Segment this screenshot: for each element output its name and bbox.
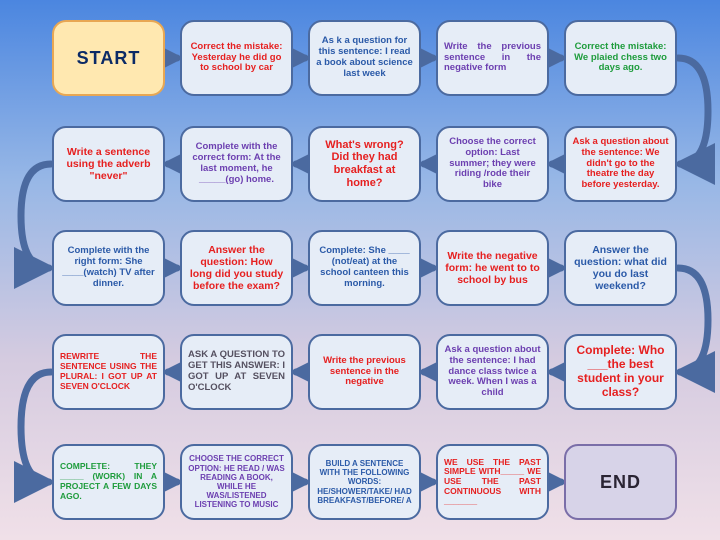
cell-r3c0: REWRITE THE SENTENCE USING THE PLURAL: I… [52, 334, 165, 410]
flowchart-board: STARTCorrect the mistake: Yesterday he d… [0, 0, 720, 540]
cell-r2c3: Write the negative form: he went to to s… [436, 230, 549, 306]
cell-r0c3: Write the previous sentence in the negat… [436, 20, 549, 96]
cell-r4c0: COMPLETE: THEY _____ (WORK) IN A PROJECT… [52, 444, 165, 520]
cell-r4c1: CHOOSE THE CORRECT OPTION: HE READ / WAS… [180, 444, 293, 520]
cell-r4c3: WE USE THE PAST SIMPLE WITH_____ WE USE … [436, 444, 549, 520]
cell-end: END [564, 444, 677, 520]
cell-r3c1: ASK A QUESTION TO GET THIS ANSWER: I GOT… [180, 334, 293, 410]
cell-r2c2: Complete: She ____ (not/eat) at the scho… [308, 230, 421, 306]
cell-r1c0: Write a sentence using the adverb "never… [52, 126, 165, 202]
cell-start: START [52, 20, 165, 96]
cell-r2c0: Complete with the right form: She ____(w… [52, 230, 165, 306]
cell-r3c4: Complete: Who ___the best student in you… [564, 334, 677, 410]
cell-r0c2: As k a question for this sentence: I rea… [308, 20, 421, 96]
cell-r1c1: Complete with the correct form: At the l… [180, 126, 293, 202]
cell-r2c4: Answer the question: what did you do las… [564, 230, 677, 306]
cell-r4c2: BUILD A SENTENCE WITH THE FOLLOWING WORD… [308, 444, 421, 520]
cell-r3c3: Ask a question about the sentence: I had… [436, 334, 549, 410]
cell-r1c2: What's wrong? Did they had breakfast at … [308, 126, 421, 202]
cell-r0c1: Correct the mistake: Yesterday he did go… [180, 20, 293, 96]
cell-r2c1: Answer the question: How long did you st… [180, 230, 293, 306]
cell-r1c4: Ask a question about the sentence: We di… [564, 126, 677, 202]
cell-r0c4: Correct the mistake: We plaied chess two… [564, 20, 677, 96]
cell-r1c3: Choose the correct option: Last summer; … [436, 126, 549, 202]
cell-r3c2: Write the previous sentence in the negat… [308, 334, 421, 410]
